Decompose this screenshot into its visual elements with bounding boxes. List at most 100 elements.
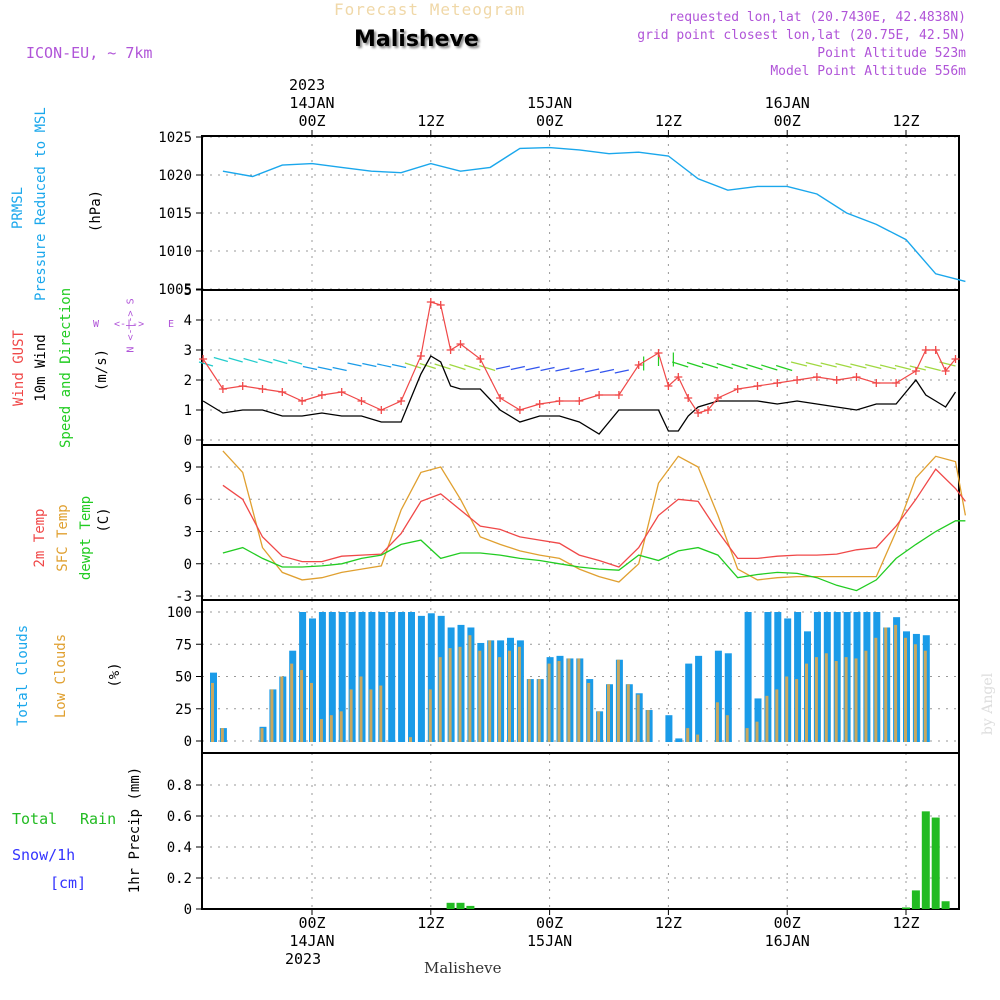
low-cloud-bar: [904, 637, 907, 742]
wind-arrow: [273, 358, 288, 365]
panel-frame: [201, 289, 960, 446]
gust-marker: [654, 349, 663, 357]
gust-marker: [773, 379, 782, 387]
wind-arrow: [449, 363, 466, 371]
low-cloud-bar: [745, 728, 749, 742]
point-altitude: Point Altitude 523m: [817, 46, 966, 61]
gust-marker: [238, 382, 247, 390]
low-cloud-bar: [636, 694, 640, 742]
total-cloud-bar: [675, 738, 683, 742]
low-cloud-bar: [359, 676, 363, 742]
bottom-hour-label: 12Z: [892, 914, 920, 932]
low-cloud-bar: [854, 658, 858, 742]
low-cloud-bar: [329, 715, 333, 742]
y-tick-label: 0.6: [167, 809, 192, 825]
wind-arrow: [347, 362, 362, 367]
rain-bar: [456, 902, 465, 909]
gust-marker: [298, 397, 307, 405]
gust-marker: [436, 301, 445, 309]
low-cloud-bar: [339, 711, 343, 742]
location-title: Malisheve: [354, 27, 479, 52]
low-cloud-bar: [557, 661, 561, 742]
wind-arrow: [850, 363, 867, 369]
wind-arrow: [570, 367, 585, 373]
wind-arrow: [391, 363, 407, 369]
low-cloud-bar: [834, 661, 838, 742]
low-cloud-bar: [280, 676, 284, 742]
wind-arrow: [332, 366, 347, 372]
total-cloud-bar: [378, 612, 386, 742]
low-cloud-bar: [795, 679, 799, 742]
total-label: Total: [12, 810, 58, 828]
gust-marker: [793, 376, 802, 384]
requested-coords: requested lon,lat (20.7430E, 42.4838N): [668, 10, 966, 25]
total-cloud-bar: [714, 650, 722, 742]
low-cloud-bar: [864, 650, 868, 742]
low-cloud-bar: [597, 711, 601, 742]
total-cloud-bar: [665, 715, 673, 742]
gust-marker: [704, 406, 712, 414]
low-cloud-bar: [874, 637, 878, 742]
footer-location: Malisheve: [424, 959, 502, 977]
low-cloud-bar: [488, 640, 492, 742]
wind-arrow: [894, 364, 912, 371]
y-tick-label: 0: [184, 902, 192, 918]
t2m-line: [222, 468, 966, 568]
gust-marker: [278, 388, 287, 396]
bottom-hour-label: 12Z: [654, 914, 682, 932]
rain-bar: [921, 811, 930, 909]
top-date-label: 15JAN: [527, 94, 573, 112]
low-cloud-bar: [696, 734, 700, 742]
wind-arrow: [924, 365, 941, 372]
total-cloud-bar: [685, 663, 693, 742]
y-tick-label: 0.4: [167, 840, 192, 856]
low-cloud-bar: [409, 737, 412, 742]
low-cloud-bar: [547, 663, 551, 742]
total-cloud-bar: [348, 612, 356, 742]
gust-marker: [317, 391, 326, 399]
y-tick-label: 6: [184, 492, 192, 508]
rain-label: Rain: [80, 810, 117, 828]
gust-marker: [832, 376, 841, 384]
gust-marker: [357, 397, 366, 405]
y-tick-label: 4: [184, 313, 192, 329]
rain-bar: [941, 901, 950, 909]
wind-arrow: [243, 357, 258, 364]
wind-arrow: [555, 367, 570, 372]
wind-arrow: [540, 366, 555, 372]
wind-arrow: [287, 359, 303, 365]
gust-marker: [535, 400, 544, 408]
low-cloud-bar: [349, 689, 353, 742]
y-tick-label: 1025: [158, 130, 192, 146]
gust-marker: [713, 394, 722, 402]
total-cloud-bar: [368, 612, 376, 742]
wind-arrow: [510, 365, 525, 371]
total-cloud-bar: [695, 655, 703, 742]
gust-marker: [941, 367, 950, 375]
low-cloud-bar: [715, 702, 719, 742]
sfc-temp-line: [222, 450, 967, 583]
total-cloud-bar: [328, 612, 336, 742]
gust-marker: [694, 409, 703, 417]
total-cloud-bar: [398, 612, 406, 742]
gust-line: [202, 301, 956, 414]
wind-arrow: [419, 362, 436, 370]
total-cloud-bar: [408, 612, 415, 742]
low-cloud-bar: [755, 721, 759, 742]
total-cloud-bar: [318, 612, 326, 742]
y-tick-label: 0.2: [167, 871, 192, 887]
low-cloud-bar: [369, 689, 373, 742]
rain-bar: [902, 907, 910, 909]
low-cloud-bar: [517, 646, 521, 742]
top-year-label: 2023: [289, 76, 326, 94]
y-tick-label: -3: [175, 589, 192, 605]
low-cloud-bar: [923, 650, 927, 742]
wind-arrow: [614, 369, 629, 374]
wind-arrow: [404, 362, 422, 369]
gust-marker: [476, 355, 485, 363]
low-cloud-bar: [527, 679, 531, 742]
bottom-date-label: 15JAN: [527, 932, 573, 950]
y-tick-label: 3: [184, 343, 192, 359]
gust-marker: [595, 391, 604, 399]
gust-marker: [921, 346, 930, 354]
